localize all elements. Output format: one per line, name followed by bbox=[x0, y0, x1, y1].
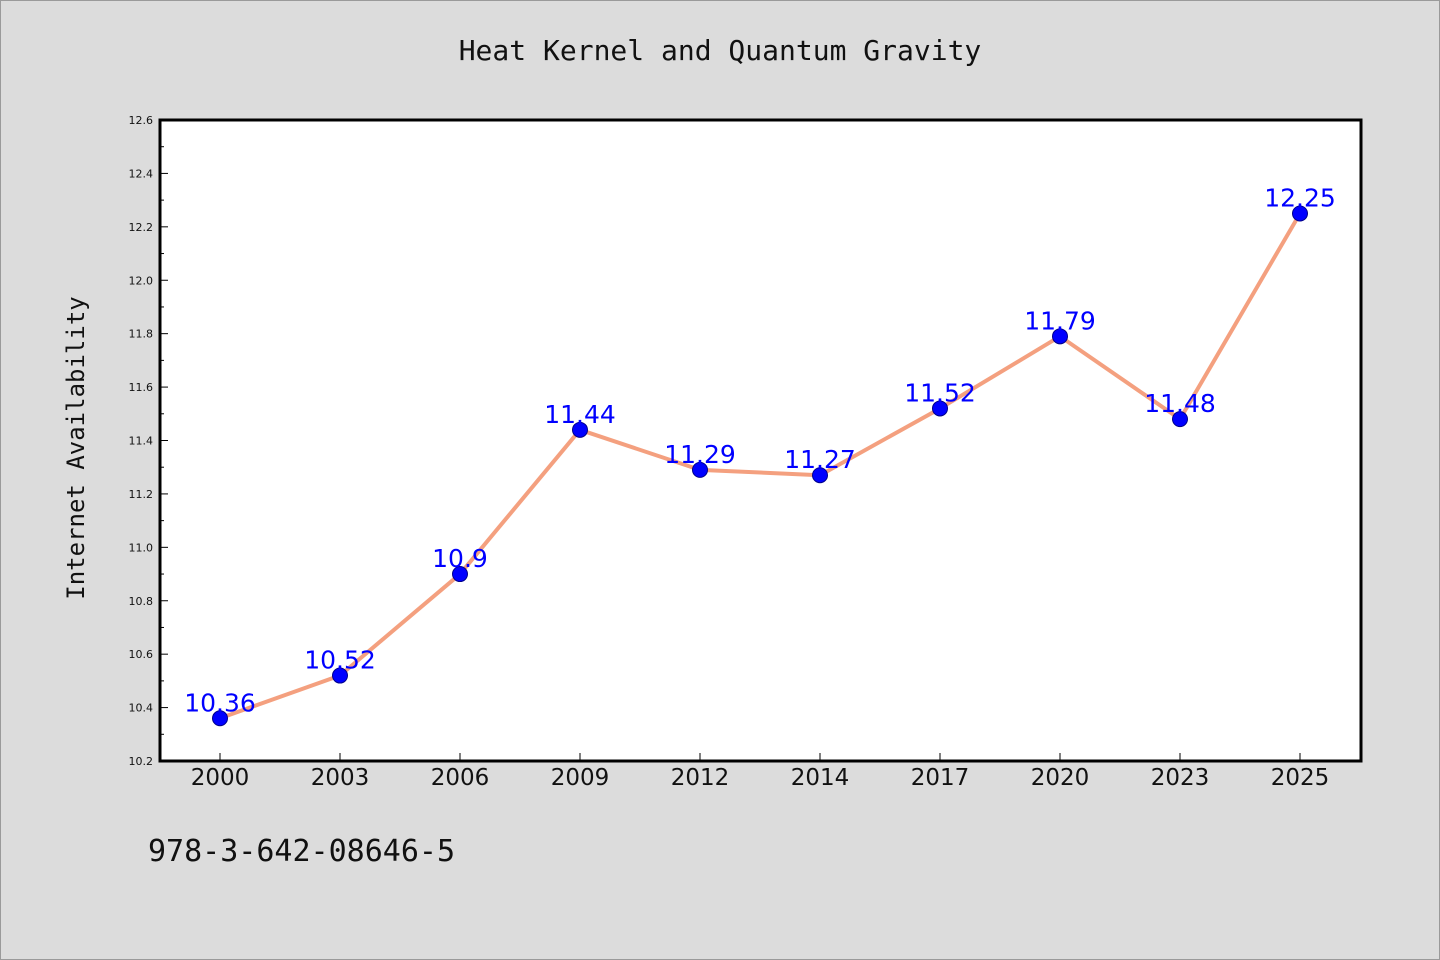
data-point bbox=[452, 566, 468, 583]
x-tick-label: 2006 bbox=[431, 765, 490, 791]
data-label: 11.52 bbox=[904, 378, 976, 407]
y-tick-label: 11.6 bbox=[129, 381, 154, 394]
y-tick-label: 11.4 bbox=[129, 435, 154, 448]
data-point bbox=[332, 667, 348, 684]
x-tick-label: 2014 bbox=[791, 765, 850, 791]
data-point bbox=[1292, 205, 1308, 222]
y-tick-label: 11.8 bbox=[129, 328, 154, 341]
data-label: 10.36 bbox=[184, 688, 256, 717]
x-tick-label: 2012 bbox=[671, 765, 730, 791]
data-point bbox=[812, 467, 828, 484]
y-axis: 10.2 10.4 10.6 10.8 11.0 11.2 11.4 11.6 11.8 12.0… bbox=[129, 114, 168, 768]
data-point bbox=[572, 421, 588, 438]
data-label: 11.79 bbox=[1024, 306, 1096, 335]
y-tick-label: 10.2 bbox=[129, 755, 154, 768]
data-point bbox=[692, 461, 708, 478]
data-label: 10.52 bbox=[304, 646, 376, 675]
series-line bbox=[219, 212, 1302, 721]
x-tick-label: 2017 bbox=[911, 765, 970, 791]
chart-title: Heat Kernel and Quantum Gravity bbox=[458, 34, 982, 67]
plot-area bbox=[158, 118, 1363, 763]
y-tick-label: 11.0 bbox=[129, 541, 154, 554]
data-label: 11.44 bbox=[544, 400, 616, 429]
x-tick-label: 2003 bbox=[311, 765, 370, 791]
data-label: 11.27 bbox=[784, 445, 856, 474]
isbn-label: 978-3-642-08646-5 bbox=[148, 834, 456, 869]
y-tick-label: 10.8 bbox=[129, 595, 154, 608]
x-tick-label: 2023 bbox=[1151, 765, 1210, 791]
data-labels: 10.36 10.52 10.9 11.44 11.29 11.27 11.52 11.79 1… bbox=[184, 183, 1336, 717]
x-tick-label: 2025 bbox=[1271, 765, 1330, 791]
data-point bbox=[932, 400, 948, 417]
y-tick-label: 12.0 bbox=[129, 274, 154, 287]
data-label: 11.48 bbox=[1144, 389, 1216, 418]
x-tick-label: 2009 bbox=[551, 765, 610, 791]
x-tick-label: 2000 bbox=[191, 765, 250, 791]
y-tick-label: 12.2 bbox=[129, 221, 154, 234]
y-tick-label: 11.2 bbox=[129, 488, 154, 501]
data-label: 10.9 bbox=[432, 544, 488, 573]
x-axis: 2000 2003 2006 2009 2012 2014 2017 2020 2023 2025 bbox=[191, 753, 1330, 791]
series-1 bbox=[212, 205, 1308, 727]
x-tick-label: 2020 bbox=[1031, 765, 1090, 791]
data-point bbox=[1052, 328, 1068, 345]
data-point bbox=[212, 710, 228, 727]
data-point bbox=[1172, 411, 1188, 428]
data-label: 12.25 bbox=[1264, 183, 1336, 212]
y-tick-label: 10.4 bbox=[129, 702, 154, 715]
data-label: 11.29 bbox=[664, 440, 736, 469]
y-tick-label: 12.4 bbox=[129, 167, 154, 180]
y-tick-label: 12.6 bbox=[129, 114, 154, 127]
y-tick-label: 10.6 bbox=[129, 648, 154, 661]
